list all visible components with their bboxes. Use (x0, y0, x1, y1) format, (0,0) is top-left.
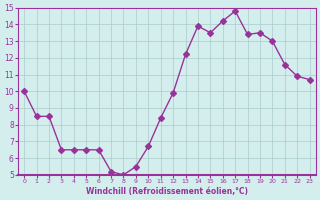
X-axis label: Windchill (Refroidissement éolien,°C): Windchill (Refroidissement éolien,°C) (86, 187, 248, 196)
